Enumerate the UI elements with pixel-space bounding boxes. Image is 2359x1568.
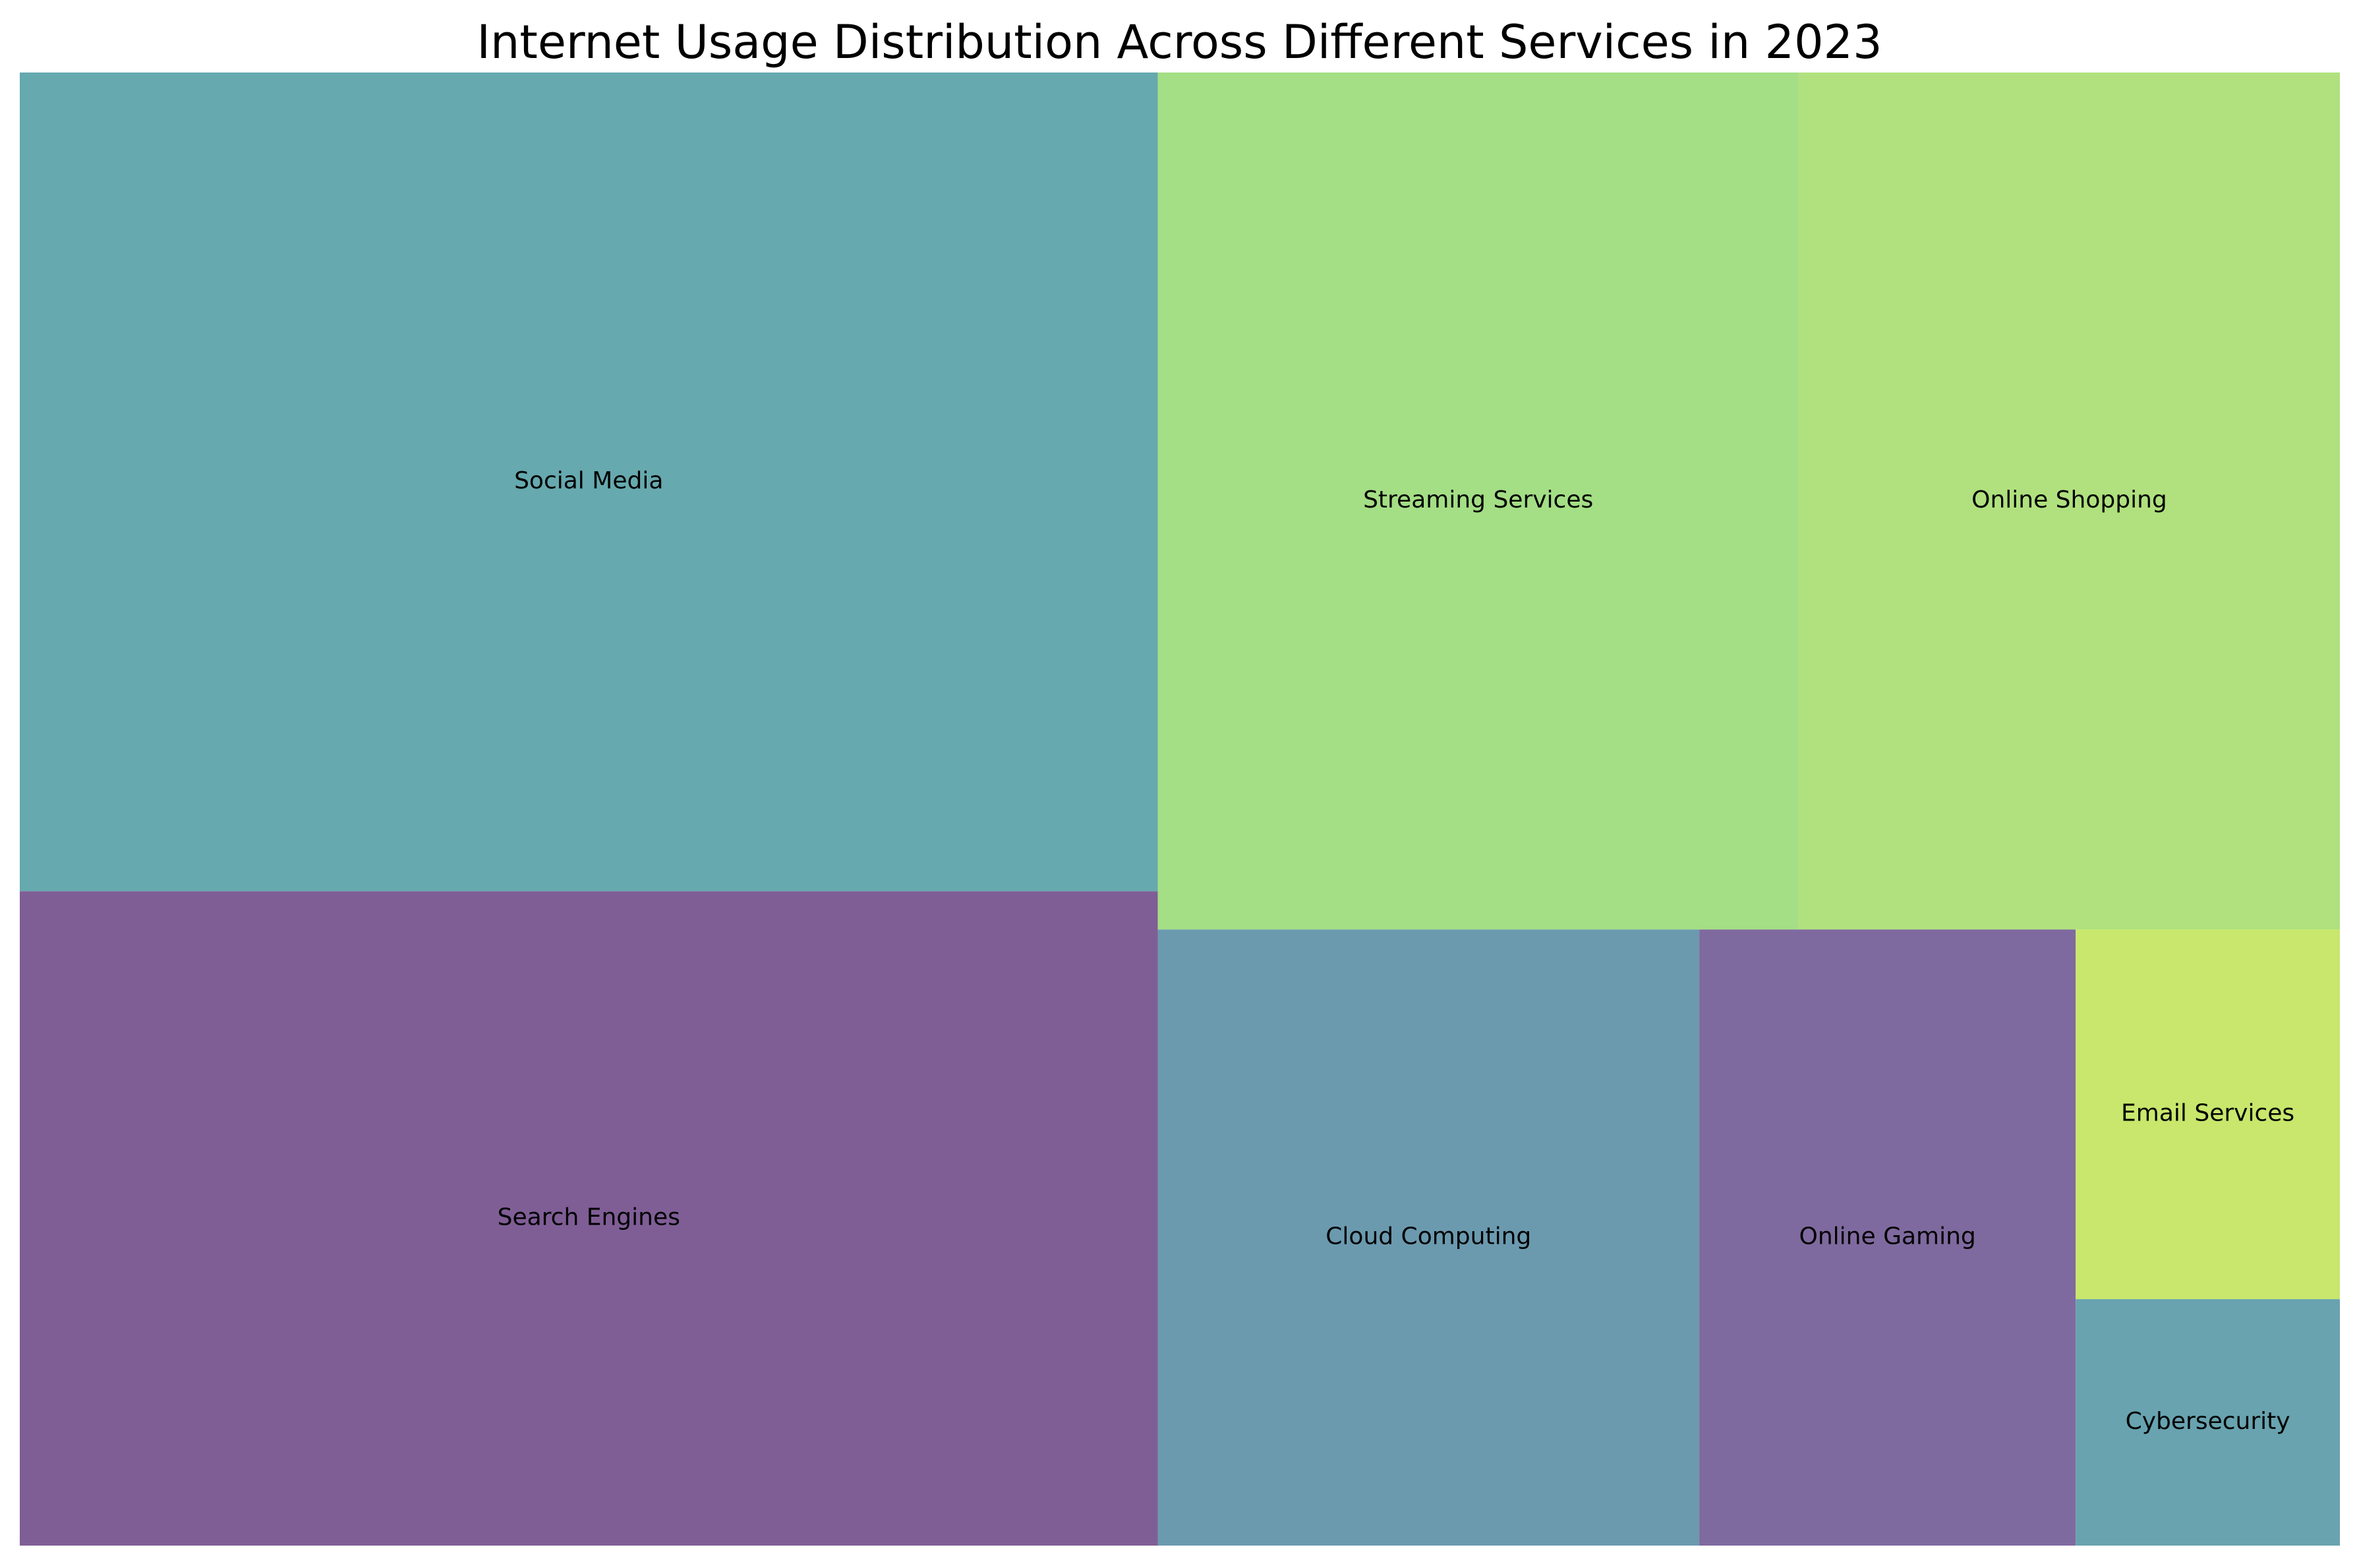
tile-email-services (2076, 929, 2340, 1300)
tile-cloud-computing (1157, 929, 1700, 1546)
tile-label-social-media: Social Media (514, 467, 663, 494)
tile-social-media (20, 73, 1158, 892)
tile-label-online-gaming: Online Gaming (1799, 1223, 1976, 1250)
tile-search-engines (20, 891, 1158, 1546)
tile-label-email-services: Email Services (2121, 1100, 2294, 1127)
chart-title: Internet Usage Distribution Across Diffe… (477, 15, 1882, 69)
tile-streaming-services (1157, 73, 1799, 930)
tile-label-online-shopping: Online Shopping (1971, 486, 2167, 513)
tile-label-streaming-services: Streaming Services (1363, 486, 1593, 513)
tile-cybersecurity (2076, 1299, 2340, 1546)
tile-online-shopping (1798, 73, 2340, 930)
tile-label-cloud-computing: Cloud Computing (1325, 1223, 1531, 1250)
tile-label-cybersecurity: Cybersecurity (2126, 1408, 2290, 1435)
tile-online-gaming (1699, 929, 2076, 1546)
tile-label-search-engines: Search Engines (498, 1204, 680, 1231)
